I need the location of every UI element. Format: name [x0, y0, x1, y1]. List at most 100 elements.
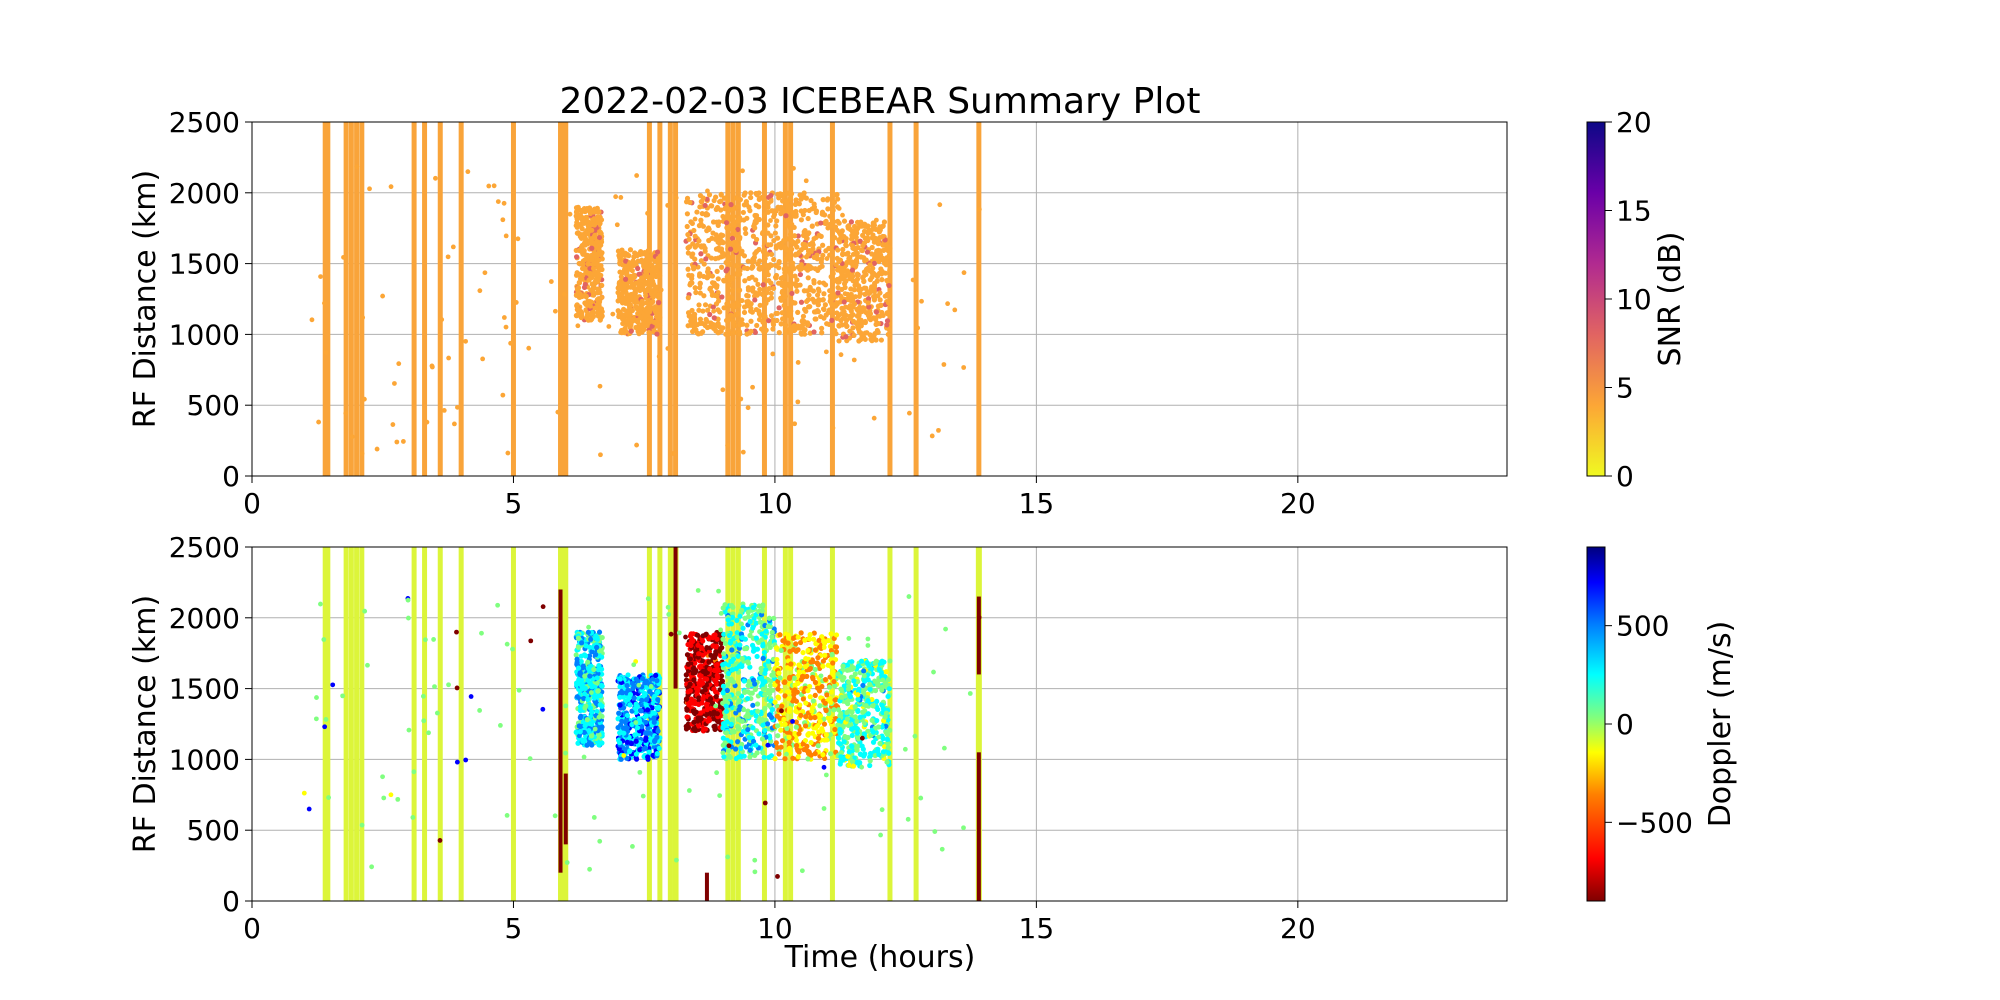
data-point	[828, 689, 835, 695]
data-streak	[976, 122, 982, 476]
data-point	[433, 175, 438, 181]
data-point	[711, 654, 718, 661]
data-point	[620, 690, 626, 696]
data-point	[515, 236, 521, 242]
data-point	[765, 222, 771, 228]
data-point	[816, 637, 822, 644]
data-point	[454, 759, 460, 765]
data-streak	[359, 122, 365, 476]
data-point	[832, 726, 838, 733]
data-point	[811, 630, 817, 636]
data-point	[625, 687, 631, 693]
data-point	[690, 313, 696, 319]
data-point	[750, 702, 756, 708]
data-point	[815, 735, 822, 741]
data-point	[744, 265, 750, 272]
data-point	[633, 701, 639, 707]
data-point	[656, 745, 662, 752]
data-point	[495, 199, 501, 204]
data-point	[728, 602, 735, 609]
data-point	[724, 719, 730, 725]
data-point	[785, 632, 791, 638]
data-point	[786, 745, 793, 751]
data-point	[573, 652, 579, 658]
data-point	[887, 727, 893, 733]
data-streak	[322, 122, 328, 476]
data-point	[782, 693, 788, 699]
data-point	[581, 691, 588, 697]
data-point	[563, 750, 568, 756]
data-point	[783, 322, 789, 328]
data-point	[737, 196, 743, 203]
data-streak	[437, 547, 443, 901]
data-point	[735, 653, 741, 659]
data-point	[803, 700, 809, 706]
data-point	[800, 212, 806, 218]
data-point	[689, 220, 695, 227]
data-point	[650, 294, 657, 300]
data-point	[686, 702, 692, 708]
data-point	[595, 688, 601, 694]
data-point	[706, 226, 712, 233]
data-point	[725, 327, 731, 334]
data-point	[817, 703, 823, 709]
data-point	[778, 744, 784, 750]
data-point	[480, 356, 486, 362]
data-point	[694, 209, 700, 215]
data-point	[598, 452, 603, 458]
data-point	[741, 253, 748, 259]
data-point	[710, 716, 717, 722]
data-point	[594, 253, 600, 259]
data-point	[617, 694, 623, 700]
data-point	[584, 231, 591, 237]
data-point	[831, 278, 837, 284]
data-point	[784, 665, 791, 671]
data-point	[858, 336, 864, 343]
data-point	[736, 698, 742, 704]
data-point	[832, 644, 838, 650]
data-point	[592, 726, 598, 732]
data-point	[742, 226, 748, 232]
data-point	[795, 399, 801, 405]
data-point	[800, 649, 806, 656]
data-point	[772, 756, 778, 762]
data-point	[818, 233, 824, 239]
data-point	[798, 299, 805, 305]
data-point	[516, 687, 522, 693]
data-point	[774, 744, 780, 750]
data-point	[697, 290, 703, 296]
data-point	[513, 300, 519, 305]
data-point	[845, 250, 851, 256]
data-point	[791, 675, 797, 681]
data-point	[725, 617, 731, 623]
data-point	[592, 233, 598, 239]
data-point	[863, 257, 869, 263]
data-point	[369, 864, 375, 870]
data-point	[750, 625, 756, 631]
data-point	[744, 322, 750, 328]
data-streak	[325, 547, 331, 901]
data-point	[729, 647, 735, 653]
data-point	[617, 281, 623, 287]
data-point	[915, 325, 921, 331]
data-point	[703, 210, 709, 217]
data-point	[340, 693, 346, 699]
data-point	[773, 645, 779, 651]
data-point	[599, 707, 605, 713]
data-point	[576, 723, 582, 729]
data-point	[786, 696, 792, 702]
data-point	[760, 249, 767, 255]
data-point	[808, 739, 814, 746]
data-point	[725, 212, 731, 218]
data-point	[586, 624, 591, 630]
data-point	[654, 249, 661, 255]
data-point	[819, 325, 825, 331]
data-point	[754, 292, 760, 298]
data-point	[593, 305, 599, 311]
data-point	[596, 257, 602, 263]
data-point	[573, 254, 580, 260]
data-point	[581, 695, 587, 702]
data-point	[646, 317, 652, 323]
data-point	[879, 724, 885, 730]
data-point	[840, 246, 846, 253]
